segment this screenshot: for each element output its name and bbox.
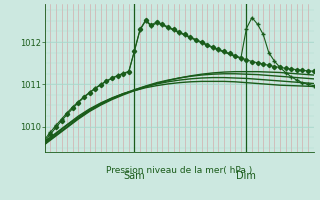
Text: Dim: Dim	[236, 171, 256, 181]
X-axis label: Pression niveau de la mer( hPa ): Pression niveau de la mer( hPa )	[106, 166, 252, 175]
Text: Sam: Sam	[124, 171, 145, 181]
